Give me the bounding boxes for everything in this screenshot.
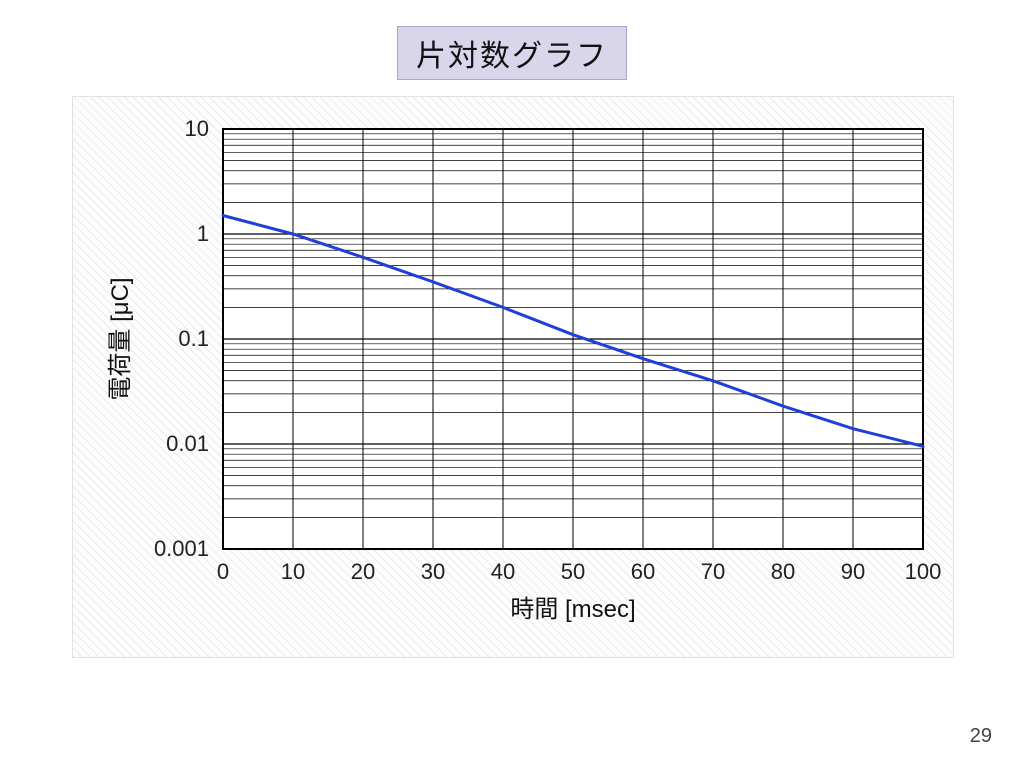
x-tick-label: 10	[281, 559, 305, 584]
y-tick-label: 0.001	[154, 536, 209, 561]
y-tick-label: 1	[197, 221, 209, 246]
y-tick-label: 0.1	[178, 326, 209, 351]
chart-panel: 0 10 20 30 40 50 60 70 80 90 100 0.001 0.01 0.1 1 10 時間 …	[72, 96, 954, 658]
x-tick-label: 40	[491, 559, 515, 584]
x-tick-label: 60	[631, 559, 655, 584]
y-axis-title: 電荷量 [μC]	[107, 277, 134, 400]
y-tick-label: 0.01	[166, 431, 209, 456]
x-tick-label: 30	[421, 559, 445, 584]
semilog-chart: 0 10 20 30 40 50 60 70 80 90 100 0.001 0.01 0.1 1 10 時間 …	[73, 97, 953, 657]
x-tick-label: 50	[561, 559, 585, 584]
x-tick-label: 90	[841, 559, 865, 584]
y-tick-label: 10	[185, 116, 209, 141]
x-axis-title: 時間 [msec]	[510, 596, 635, 623]
x-tick-label: 20	[351, 559, 375, 584]
x-tick-label: 100	[905, 559, 942, 584]
page-number: 29	[970, 725, 992, 748]
x-tick-label: 80	[771, 559, 795, 584]
x-tick-label: 0	[217, 559, 229, 584]
x-tick-label: 70	[701, 559, 725, 584]
chart-title: 片対数グラフ	[397, 26, 627, 80]
